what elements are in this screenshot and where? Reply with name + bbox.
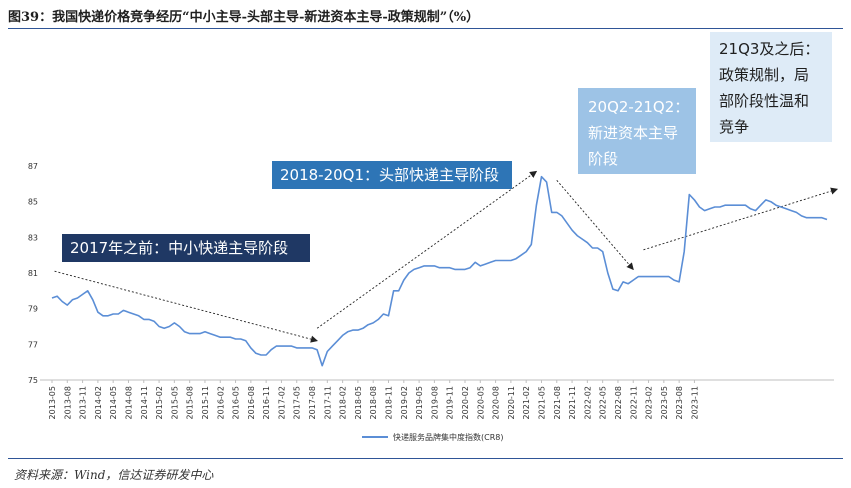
- x-axis-ticks: 2013-05 2013-08 2013-11 2014-02 2014-05 2014-…: [48, 380, 699, 419]
- x-tick-label: 2020-11: [507, 386, 516, 419]
- y-tick-label: 75: [28, 376, 38, 385]
- x-tick-label: 2023-05: [660, 386, 669, 419]
- x-tick-label: 2018-02: [339, 386, 348, 419]
- trend-arrows: [54, 170, 839, 343]
- x-tick-label: 2015-11: [201, 386, 210, 419]
- trend-arrow-2021: [643, 187, 839, 251]
- x-tick-label: 2016-05: [232, 386, 241, 419]
- x-tick-label: 2022-11: [629, 386, 638, 419]
- x-tick-label: 2017-11: [323, 386, 332, 419]
- legend: 快递服务品牌集中度指数(CR8): [362, 432, 503, 442]
- source-rule: [8, 458, 843, 459]
- x-tick-label: 2022-08: [614, 386, 623, 419]
- y-axis-ticks: 75 77 79 81 83 85 87: [28, 162, 38, 385]
- x-tick-label: 2015-05: [170, 386, 179, 419]
- x-tick-label: 2015-02: [155, 386, 164, 419]
- chart-title: 图39：我国快递价格竞争经历“中小主导-头部主导-新进资本主导-政策规制”（%）: [8, 10, 480, 25]
- x-tick-label: 2019-11: [446, 386, 455, 419]
- x-tick-label: 2018-08: [369, 386, 378, 419]
- x-tick-label: 2014-02: [94, 386, 103, 419]
- x-tick-label: 2013-11: [79, 386, 88, 419]
- annotation-21q3-text: 21Q3及之后： 政策规制，局 部阶段性温和 竞争: [719, 40, 820, 136]
- x-tick-label: 2019-05: [415, 386, 424, 419]
- x-tick-label: 2022-05: [599, 386, 608, 419]
- x-tick-label: 2013-08: [63, 386, 72, 419]
- y-tick-label: 83: [28, 233, 38, 242]
- x-tick-label: 2018-11: [385, 386, 394, 419]
- trend-arrow-pre2017: [54, 270, 319, 343]
- x-tick-label: 2023-02: [645, 386, 654, 419]
- x-tick-label: 2021-05: [537, 386, 546, 419]
- x-tick-label: 2020-05: [476, 386, 485, 419]
- y-tick-label: 77: [28, 340, 38, 349]
- x-tick-label: 2020-08: [492, 386, 501, 419]
- annotation-2018-20q1: 2018-20Q1：头部快递主导阶段: [272, 161, 512, 189]
- annotation-20q2-21q2-text: 20Q2-21Q2： 新进资本主导 阶段: [588, 98, 690, 168]
- annotation-20q2-21q2: 20Q2-21Q2： 新进资本主导 阶段: [578, 88, 696, 174]
- x-tick-label: 2021-08: [553, 386, 562, 419]
- source-note: 资料来源：Wind，信达证券研发中心: [14, 468, 214, 482]
- y-tick-label: 85: [28, 198, 38, 207]
- x-tick-label: 2022-02: [583, 386, 592, 419]
- title-rule: [8, 28, 843, 29]
- x-tick-label: 2020-02: [461, 386, 470, 419]
- y-tick-label: 79: [28, 305, 38, 314]
- x-tick-label: 2021-02: [522, 386, 531, 419]
- x-tick-label: 2016-08: [247, 386, 256, 419]
- x-tick-label: 2017-02: [277, 386, 286, 419]
- x-tick-label: 2019-02: [400, 386, 409, 419]
- legend-label: 快递服务品牌集中度指数(CR8): [393, 432, 503, 442]
- annotation-2018-20q1-text: 2018-20Q1：头部快递主导阶段: [280, 166, 500, 184]
- x-tick-label: 2019-08: [430, 386, 439, 419]
- series-line-cr8: [51, 175, 828, 367]
- annotation-21q3: 21Q3及之后： 政策规制，局 部阶段性温和 竞争: [710, 32, 832, 142]
- x-tick-label: 2014-11: [140, 386, 149, 419]
- annotation-pre-2017-text: 2017年之前：中小快递主导阶段: [70, 239, 289, 257]
- y-tick-label: 87: [28, 162, 38, 171]
- x-tick-label: 2013-05: [48, 386, 57, 419]
- annotation-pre-2017: 2017年之前：中小快递主导阶段: [62, 234, 310, 262]
- y-tick-label: 81: [28, 269, 38, 278]
- x-tick-label: 2017-05: [293, 386, 302, 419]
- x-tick-label: 2017-08: [308, 386, 317, 419]
- x-tick-label: 2021-11: [568, 386, 577, 419]
- x-tick-label: 2016-11: [262, 386, 271, 419]
- x-tick-label: 2023-08: [675, 386, 684, 419]
- trend-arrow-2018: [316, 170, 538, 329]
- x-tick-label: 2014-08: [124, 386, 133, 419]
- x-tick-label: 2015-08: [186, 386, 195, 419]
- trend-arrow-2020: [556, 179, 634, 271]
- x-tick-label: 2016-02: [216, 386, 225, 419]
- x-tick-label: 2023-11: [690, 386, 699, 419]
- x-tick-label: 2018-05: [354, 386, 363, 419]
- x-tick-label: 2014-05: [109, 386, 118, 419]
